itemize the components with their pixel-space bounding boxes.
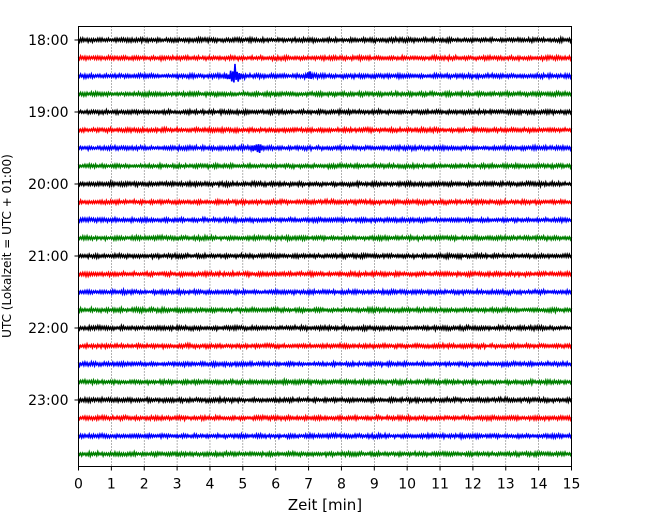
- trace-2015: [77, 197, 573, 207]
- x-tick-label: 4: [206, 477, 215, 493]
- trace-2115: [77, 269, 573, 279]
- x-tick-label: 10: [398, 477, 416, 493]
- x-tick-label: 13: [497, 477, 515, 493]
- y-tick-label: 23:00: [28, 393, 68, 409]
- trace-2300: [77, 394, 573, 405]
- trace-series: [77, 34, 573, 459]
- trace-2030: [77, 215, 573, 225]
- plot-frame: [78, 26, 572, 467]
- y-tick-label: 20:00: [28, 177, 68, 193]
- trace-1900: [77, 107, 573, 117]
- trace-1815: [77, 53, 573, 63]
- x-tick-label: 1: [107, 477, 116, 493]
- y-axis: 18:00 19:00 20:00 21:00 22:00 23:00: [28, 33, 79, 409]
- x-tick-label: 15: [563, 477, 581, 493]
- trace-2330: [77, 431, 573, 441]
- trace-1830: [77, 63, 573, 83]
- x-tick-label: 11: [431, 477, 449, 493]
- trace-2045: [77, 233, 573, 243]
- y-tick-label: 18:00: [28, 33, 68, 49]
- trace-2315: [77, 413, 573, 423]
- x-tick-label: 0: [74, 477, 83, 493]
- trace-2130: [77, 286, 573, 297]
- y-tick-label: 22:00: [28, 321, 68, 337]
- x-tick-label: 2: [140, 477, 149, 493]
- x-tick-label: 9: [370, 477, 379, 493]
- y-tick-label: 21:00: [28, 249, 68, 265]
- x-tick-label: 3: [173, 477, 182, 493]
- trace-2000: [77, 178, 573, 190]
- trace-2230: [77, 359, 573, 369]
- trace-2200: [77, 323, 573, 334]
- x-tick-label: 8: [337, 477, 346, 493]
- trace-2145: [77, 305, 573, 315]
- x-tick-label: 14: [530, 477, 548, 493]
- x-tick-label: 6: [271, 477, 280, 493]
- trace-2100: [77, 251, 573, 261]
- trace-2215: [77, 341, 573, 351]
- x-tick-label: 12: [464, 477, 482, 493]
- trace-2345: [77, 449, 573, 459]
- trace-1800: [77, 34, 573, 45]
- x-tick-label: 7: [304, 477, 313, 493]
- x-axis: 0 1 2 3 4 5 6 7 8 9 10 11 12 13 14 15: [74, 466, 581, 493]
- x-tick-label: 5: [238, 477, 247, 493]
- x-axis-label: Zeit [min]: [288, 496, 362, 514]
- trace-1930: [77, 143, 573, 154]
- trace-2245: [77, 376, 573, 388]
- trace-1915: [77, 125, 573, 135]
- y-tick-label: 19:00: [28, 105, 68, 121]
- trace-1845: [77, 89, 573, 99]
- y-axis-label: UTC (Lokalzeit = UTC + 01:00): [0, 154, 14, 338]
- trace-1945: [77, 161, 573, 171]
